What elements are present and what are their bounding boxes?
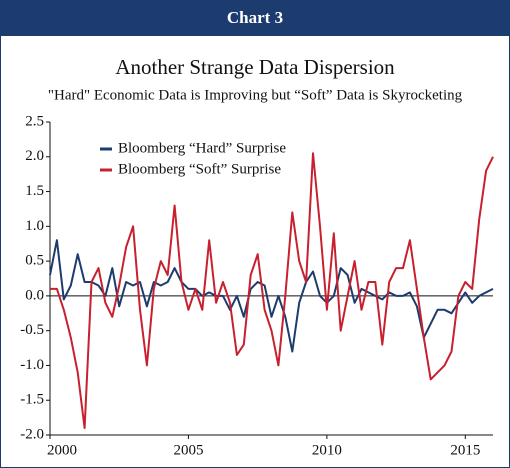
x-tick-label: 2010 bbox=[312, 442, 342, 458]
y-tick-label: 2.0 bbox=[25, 148, 44, 164]
legend-label: Bloomberg “Soft” Surprise bbox=[118, 161, 281, 177]
series-line bbox=[50, 152, 494, 429]
x-tick-label: 2000 bbox=[47, 442, 77, 458]
y-tick-label: -2.0 bbox=[20, 426, 44, 442]
y-tick-label: 1.5 bbox=[25, 183, 44, 199]
series-line bbox=[49, 239, 494, 353]
header: Chart 3 bbox=[227, 8, 283, 27]
chart-title: Another Strange Data Dispersion bbox=[115, 55, 395, 79]
y-tick-label: -0.5 bbox=[20, 322, 44, 338]
y-tick-label: 0.5 bbox=[25, 253, 44, 269]
y-tick-label: 0.0 bbox=[25, 287, 44, 303]
chart-subtitle: "Hard" Economic Data is Improving but “S… bbox=[48, 87, 463, 103]
header-bar bbox=[0, 0, 510, 36]
y-tick-label: -1.0 bbox=[20, 357, 44, 373]
y-tick-label: 1.0 bbox=[25, 218, 44, 234]
y-tick-label: 2.5 bbox=[25, 113, 44, 129]
x-tick-label: 2005 bbox=[173, 442, 203, 458]
y-tick-label: -1.5 bbox=[20, 392, 44, 408]
legend-label: Bloomberg “Hard” Surprise bbox=[118, 140, 286, 156]
x-tick-label: 2015 bbox=[450, 442, 480, 458]
